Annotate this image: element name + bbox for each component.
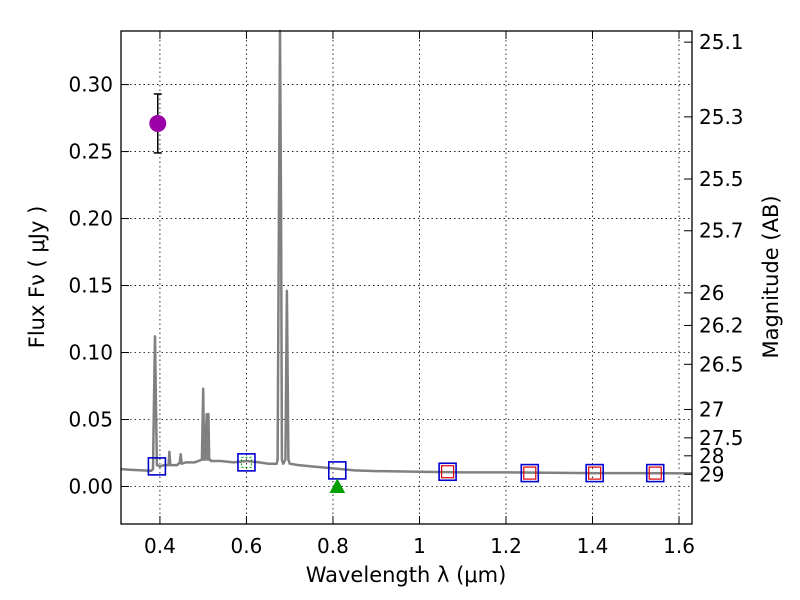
right-tick-label: 28 [699, 444, 724, 468]
x-tick-label: 0.4 [144, 534, 176, 558]
grid [121, 31, 692, 524]
y-tick-label: 0.30 [68, 73, 113, 97]
x-tick-label: 0.8 [317, 534, 349, 558]
y-tick-label: 0.05 [68, 408, 113, 432]
blue-square [438, 462, 457, 482]
red-square [523, 466, 537, 480]
x-tick-labels: 0.4 0.6 0.8 1 1.2 1.4 1.6 [144, 534, 695, 558]
x-tick-label: 1.2 [490, 534, 522, 558]
axis-ticks [121, 31, 692, 524]
blue-square [237, 453, 256, 472]
right-tick-label: 26 [699, 281, 724, 305]
x-tick-label: 0.6 [231, 534, 263, 558]
green-square [240, 456, 252, 468]
x-tick-label: 1.4 [577, 534, 609, 558]
right-tick-label: 25.7 [699, 219, 744, 243]
y-axis-label: Flux Fν ( μJy ) [25, 206, 49, 349]
x-tick-label: 1.6 [663, 534, 695, 558]
observed-point [149, 114, 167, 132]
red-square [588, 466, 602, 480]
right-axis-label: Magnitude (AB) [759, 195, 783, 358]
red-square [440, 465, 455, 479]
blue-square [520, 463, 540, 483]
right-tick-label: 27 [699, 397, 724, 421]
right-tick-label: 25.1 [699, 30, 744, 54]
plot-frame [120, 30, 693, 525]
y-tick-labels: 0.00 0.05 0.10 0.15 0.20 0.25 0.30 [68, 73, 113, 499]
y-tick-label: 0.00 [68, 474, 113, 498]
right-tick-label: 25.5 [699, 167, 744, 191]
upper-limit-triangle [329, 478, 346, 493]
red-square [648, 466, 662, 480]
right-tick-label: 29 [699, 462, 724, 486]
right-tick-label: 25.3 [699, 105, 744, 129]
y-tick-label: 0.15 [68, 274, 113, 298]
blue-square [585, 463, 604, 483]
blue-square [645, 463, 665, 483]
y-tick-label: 0.20 [68, 207, 113, 231]
photometry-markers [147, 93, 665, 493]
blue-square [147, 457, 167, 476]
right-tick-label: 26.2 [699, 313, 744, 337]
y-tick-label: 0.25 [68, 140, 113, 164]
x-tick-label: 1 [413, 534, 426, 558]
right-tick-label: 26.5 [699, 352, 744, 376]
right-tick-label: 27.5 [699, 426, 744, 450]
x-axis-label: Wavelength λ (μm) [306, 563, 507, 587]
model-spectrum [120, 29, 693, 475]
series-line [120, 29, 693, 475]
y-tick-label: 0.10 [68, 341, 113, 365]
